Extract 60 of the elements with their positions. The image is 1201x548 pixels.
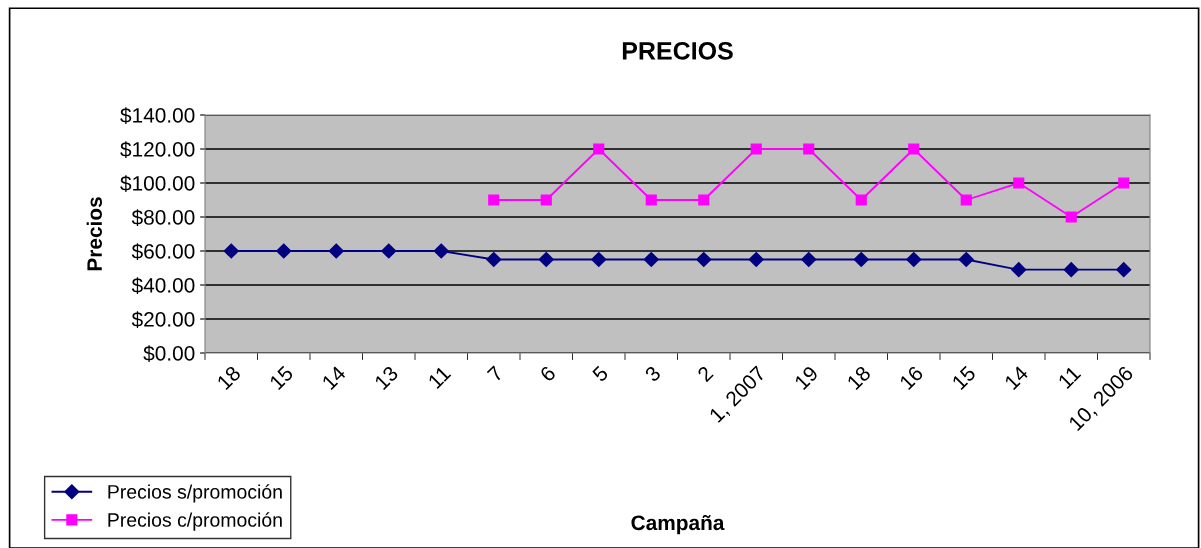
y-tick-label: $140.00: [120, 107, 195, 124]
point: [1063, 262, 1079, 278]
x-tick-label: 3: [644, 365, 662, 383]
x-tick-label: 5: [591, 365, 609, 383]
point: [853, 251, 869, 268]
y-tick-label: $100.00: [120, 175, 195, 192]
point: [593, 143, 605, 155]
point: [698, 194, 710, 206]
point: [643, 251, 659, 268]
x-tick-label: 11: [427, 365, 452, 389]
y-tick-label: $0.00: [143, 345, 195, 362]
y-tick-label: $80.00: [131, 209, 195, 226]
point: [1118, 177, 1130, 189]
point: [748, 251, 764, 268]
point: [486, 251, 502, 268]
x-tick-label: 14: [321, 365, 347, 391]
x-tick-label: 19: [793, 365, 819, 391]
y-tick-label: $40.00: [131, 277, 195, 294]
y-axis-title: Precios: [86, 197, 102, 271]
x-tick-label: 18: [216, 365, 242, 391]
point: [855, 194, 867, 206]
y-tick-label: $60.00: [131, 243, 195, 260]
point: [276, 243, 292, 259]
point: [645, 194, 657, 206]
x-tick-label: 18: [846, 365, 872, 391]
x-tick-label: 2: [696, 365, 714, 383]
point: [433, 243, 449, 259]
point: [223, 243, 239, 259]
point: [906, 251, 922, 268]
point: [803, 143, 815, 155]
x-tick-label: 16: [898, 365, 924, 391]
point: [1116, 262, 1132, 278]
legend-label: Precios s/promoción: [108, 484, 282, 503]
x-tick-label: 13: [373, 365, 399, 391]
point: [958, 251, 974, 268]
x-tick-label: 6: [539, 365, 557, 383]
point: [960, 194, 972, 206]
point: [908, 143, 920, 155]
point: [1013, 177, 1025, 189]
x-tick-label: 14: [1004, 365, 1029, 391]
point: [540, 194, 552, 206]
x-axis-title: Campaña: [631, 514, 725, 535]
point: [696, 251, 712, 268]
point: [1011, 262, 1027, 278]
legend-label: Precios c/promoción: [108, 512, 282, 531]
x-tick-label: 7: [486, 365, 504, 383]
point: [328, 243, 344, 259]
point: [1065, 211, 1077, 223]
x-tick-label: 15: [951, 365, 977, 391]
chart-title: PRECIOS: [622, 41, 733, 60]
y-tick-label: $120.00: [120, 141, 195, 158]
point: [538, 251, 554, 268]
point: [801, 251, 817, 268]
point: [591, 251, 607, 268]
x-tick-label: 15: [269, 365, 294, 391]
point: [750, 143, 762, 155]
x-tick-label: 11: [1057, 365, 1082, 389]
y-tick-label: $20.00: [131, 311, 195, 328]
point: [381, 243, 397, 259]
point: [488, 194, 500, 206]
